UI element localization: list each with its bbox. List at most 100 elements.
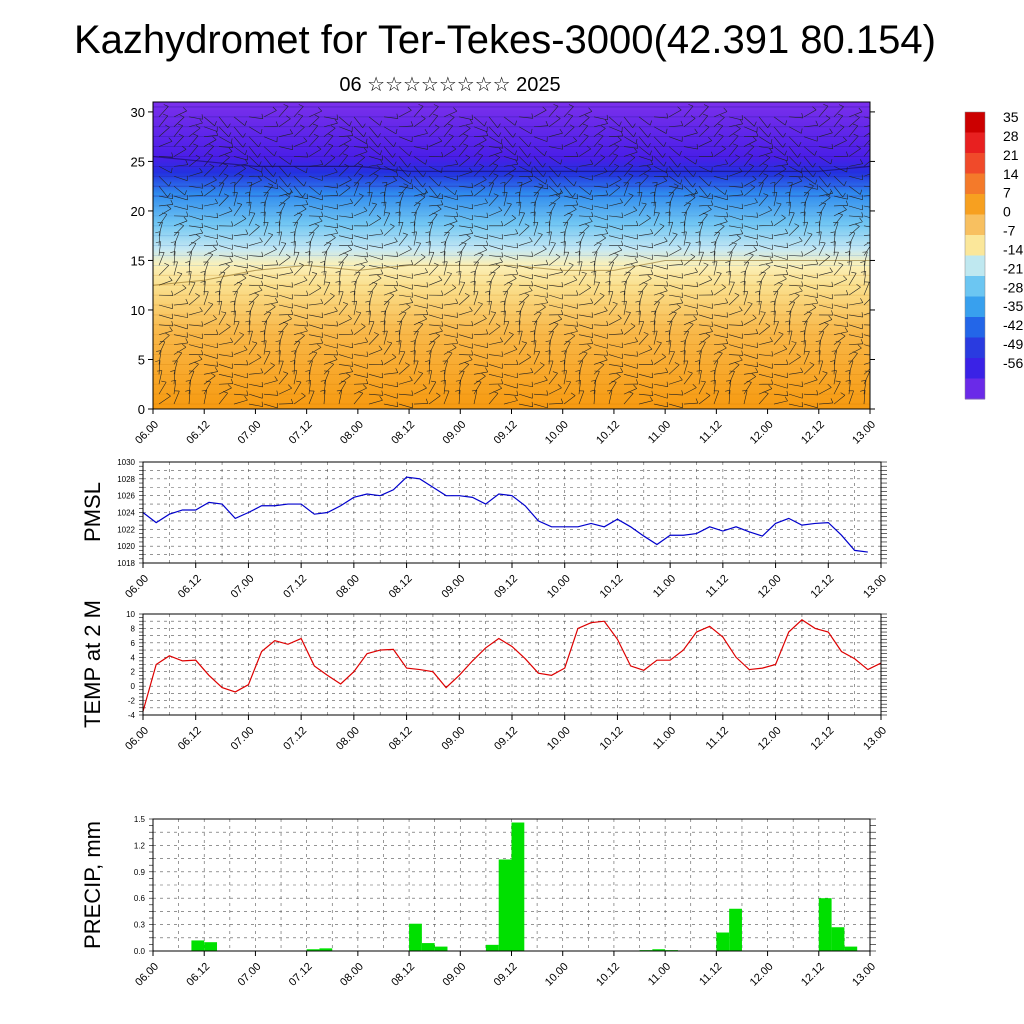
- wind-barb: [578, 314, 593, 318]
- wind-barb: [293, 279, 308, 286]
- wind-barb-flag: [786, 390, 789, 396]
- wind-barb: [503, 374, 518, 379]
- wind-barb: [173, 251, 176, 266]
- wind-barb: [863, 195, 870, 197]
- wind-barb: [608, 371, 623, 375]
- wind-barb: [368, 400, 383, 405]
- wind-barb: [788, 320, 791, 335]
- wind-barb-flag: [420, 253, 426, 258]
- wind-barb-flag: [275, 340, 281, 343]
- wind-barb: [578, 148, 591, 157]
- wind-barb: [173, 175, 188, 181]
- wind-barb: [578, 215, 593, 218]
- wind-barb: [713, 185, 726, 195]
- wind-barb: [323, 225, 338, 229]
- wind-barb-flag: [606, 203, 608, 209]
- wind-barb-flag: [409, 151, 412, 156]
- wind-barb-flag: [851, 271, 857, 274]
- wind-barb-flag: [469, 306, 473, 312]
- wind-barb-flag: [746, 380, 752, 383]
- wind-barb-flag: [336, 321, 339, 327]
- wind-barb-flag: [767, 123, 771, 128]
- wind-barb-flag: [677, 106, 682, 111]
- wind-barb: [803, 379, 818, 385]
- wind-barb: [773, 310, 776, 325]
- wind-barb-flag: [417, 371, 423, 374]
- wind-barb: [353, 387, 367, 395]
- y-tick-label: 1024: [117, 509, 135, 518]
- wind-barb: [623, 291, 626, 306]
- wind-barb: [503, 245, 518, 249]
- wind-barb-flag: [500, 181, 506, 184]
- wind-barb: [653, 403, 668, 408]
- wind-barb-flag: [162, 113, 168, 117]
- wind-barb-flag: [560, 231, 566, 234]
- wind-barb: [608, 235, 623, 240]
- x-tick-label: 09.00: [440, 961, 468, 989]
- contour-layer: [153, 104, 870, 409]
- wind-barb-flag: [464, 292, 470, 296]
- wind-barb: [173, 116, 185, 127]
- precip-bar: [204, 942, 218, 951]
- wind-barb: [773, 233, 788, 236]
- wind-barb: [203, 364, 218, 367]
- wind-barb-flag: [168, 137, 173, 142]
- x-tick-label: 06.00: [133, 961, 161, 989]
- wind-barb: [413, 304, 428, 309]
- wind-barb: [713, 353, 723, 365]
- precip-bar: [831, 927, 845, 951]
- x-tick-label: 10.12: [598, 573, 626, 601]
- wind-barb: [818, 402, 833, 405]
- wind-barb: [833, 195, 848, 200]
- wind-barb-flag: [680, 298, 684, 304]
- wind-barb: [533, 125, 548, 128]
- wind-barb: [563, 252, 570, 266]
- wind-barb-flag: [511, 214, 516, 219]
- wind-barb: [788, 255, 803, 257]
- colorbar-swatch: [965, 358, 985, 379]
- wind-barb-flag: [432, 113, 438, 117]
- wind-barb: [458, 225, 473, 229]
- wind-barb: [593, 135, 604, 147]
- wind-barb: [503, 116, 516, 126]
- wind-barb-flag: [831, 143, 834, 149]
- wind-barb-flag: [312, 123, 318, 127]
- wind-barb-flag: [312, 351, 317, 354]
- wind-barb-flag: [636, 252, 639, 258]
- wind-barb-flag: [785, 201, 791, 204]
- wind-barb: [338, 318, 352, 326]
- wind-barb: [413, 323, 424, 335]
- wind-barb: [848, 334, 863, 339]
- wind-barb-flag: [501, 220, 504, 226]
- wind-barb: [293, 304, 308, 309]
- wind-barb-flag: [377, 142, 381, 148]
- colorbar-label: -49: [1003, 336, 1023, 352]
- wind-barb: [833, 231, 836, 246]
- wind-barb: [713, 205, 728, 211]
- wind-barb: [818, 331, 825, 345]
- wind-barb-flag: [842, 136, 847, 141]
- wind-barb-flag: [275, 178, 278, 184]
- wind-barb-flag: [231, 351, 234, 357]
- wind-barb-flag: [695, 398, 699, 404]
- wind-barb-flag: [693, 172, 697, 177]
- wind-barb: [818, 211, 822, 226]
- wind-barb: [488, 261, 503, 266]
- wind-barb-flag: [531, 113, 534, 119]
- wind-barb: [788, 212, 795, 226]
- wind-barb: [248, 146, 258, 158]
- wind-barb-flag: [827, 383, 832, 388]
- wind-barb: [353, 374, 368, 378]
- wind-barb: [383, 310, 387, 325]
- wind-barb: [278, 146, 293, 150]
- wind-barb: [158, 395, 171, 405]
- wind-barb-flag: [707, 205, 712, 210]
- wind-barb-flag: [465, 154, 470, 158]
- wind-barb: [773, 255, 788, 260]
- wind-barb: [308, 287, 322, 296]
- wind-barb-flag: [155, 360, 161, 362]
- wind-barb: [683, 132, 698, 137]
- wind-barb-flag: [441, 193, 444, 199]
- series-line: [142, 476, 868, 553]
